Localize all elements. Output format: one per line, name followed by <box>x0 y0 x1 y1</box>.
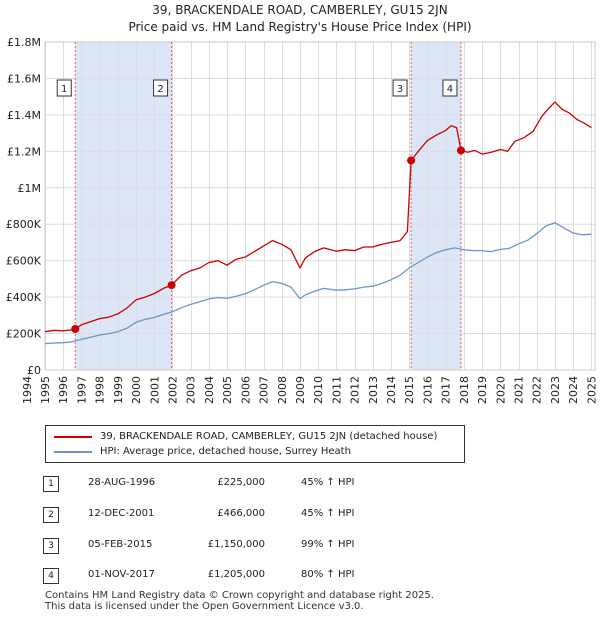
x-tick-label: 2013 <box>367 376 380 404</box>
sale-hpi-change: 45% ↑ HPI <box>301 508 355 519</box>
sale-row: 2 12-DEC-2001 £466,000 45% ↑ HPI <box>43 507 463 523</box>
x-tick-label: 1999 <box>112 376 125 404</box>
x-tick-label: 2007 <box>258 376 271 404</box>
sale-hpi-change: 80% ↑ HPI <box>301 569 355 580</box>
sale-date: 05-FEB-2015 <box>88 539 153 550</box>
sale-marker <box>71 325 80 333</box>
y-tick-label: £1M <box>18 182 42 195</box>
x-tick-label: 1995 <box>39 376 52 404</box>
sale-number-badge: 2 <box>43 507 59 523</box>
plot-border <box>44 41 596 371</box>
shaded-period <box>75 42 172 370</box>
sale-number-badge: 1 <box>43 476 59 492</box>
sale-number-badge: 4 <box>43 568 59 584</box>
y-tick-label: £1.6M <box>7 72 41 85</box>
series-line-property <box>44 101 592 333</box>
legend: 39, BRACKENDALE ROAD, CAMBERLEY, GU15 2J… <box>45 425 465 463</box>
sale-date: 28-AUG-1996 <box>88 477 156 488</box>
footer-copyright: Contains HM Land Registry data © Crown c… <box>45 590 434 601</box>
chart-title: 39, BRACKENDALE ROAD, CAMBERLEY, GU15 2J… <box>0 2 600 36</box>
x-tick-label: 2006 <box>239 376 252 404</box>
x-tick-label: 2022 <box>531 376 544 404</box>
legend-swatch-hpi <box>54 451 92 453</box>
x-tick-label: 2017 <box>440 376 453 404</box>
sale-price: £1,150,000 <box>207 539 265 550</box>
sale-marker <box>456 146 465 155</box>
legend-swatch-property <box>54 436 92 438</box>
y-tick-label: £1.8M <box>7 36 41 49</box>
x-tick-label: 2019 <box>476 376 489 404</box>
sale-price: £1,205,000 <box>207 569 265 580</box>
sale-label-box <box>56 79 72 97</box>
legend-label-property: 39, BRACKENDALE ROAD, CAMBERLEY, GU15 2J… <box>100 431 438 442</box>
y-tick-label: £200K <box>6 328 42 341</box>
sale-marker <box>167 281 176 290</box>
x-tick-label: 2025 <box>585 376 598 404</box>
y-tick-label: £600K <box>6 255 42 268</box>
title-line-2: Price paid vs. HM Land Registry's House … <box>128 20 472 34</box>
x-tick-label: 2004 <box>203 376 216 404</box>
price-chart: £0 £200K £400K £600K £800K £1M £1.2M £1.4M £1.6M… <box>6 36 599 404</box>
y-tick-label: £800K <box>6 218 42 231</box>
legend-label-hpi: HPI: Average price, detached house, Surr… <box>100 446 351 457</box>
x-tick-label: 2015 <box>403 376 416 404</box>
sale-marker <box>407 156 416 165</box>
x-tick-label: 2002 <box>166 376 179 404</box>
x-tick-label: 1994 <box>21 376 34 404</box>
sale-row: 4 01-NOV-2017 £1,205,000 80% ↑ HPI <box>43 568 463 584</box>
sale-price: £225,000 <box>217 477 265 488</box>
x-tick-label: 2005 <box>221 376 234 404</box>
x-tick-label: 2009 <box>294 376 307 404</box>
x-tick-label: 2012 <box>349 376 362 404</box>
sale-label-text: 4 <box>447 84 453 95</box>
sale-date: 12-DEC-2001 <box>88 508 155 519</box>
y-tick-label: £400K <box>6 291 42 304</box>
footer: Contains HM Land Registry data © Crown c… <box>45 590 434 612</box>
sale-label-box <box>392 79 408 97</box>
x-tick-label: 2024 <box>567 376 580 404</box>
x-tick-label: 2020 <box>494 376 507 404</box>
x-tick-label: 2021 <box>513 376 526 404</box>
footer-license: This data is licensed under the Open Gov… <box>45 601 364 612</box>
sale-label-text: 1 <box>61 84 67 95</box>
x-tick-label: 1998 <box>94 376 107 404</box>
x-tick-label: 2003 <box>185 376 198 404</box>
sale-hpi-change: 99% ↑ HPI <box>301 539 355 550</box>
y-tick-label: £1.2M <box>7 145 41 158</box>
x-tick-label: 1997 <box>75 376 88 404</box>
sale-date: 01-NOV-2017 <box>88 569 155 580</box>
x-tick-label: 2011 <box>330 376 343 404</box>
sale-price: £466,000 <box>217 508 265 519</box>
title-line-1: 39, BRACKENDALE ROAD, CAMBERLEY, GU15 2J… <box>152 3 448 17</box>
sale-label-box <box>153 79 169 97</box>
sale-row: 3 05-FEB-2015 £1,150,000 99% ↑ HPI <box>43 538 463 554</box>
x-tick-label: 2023 <box>549 376 562 404</box>
x-tick-label: 2016 <box>421 376 434 404</box>
series-line-hpi <box>44 222 592 345</box>
x-tick-label: 2014 <box>385 376 398 404</box>
x-tick-label: 2010 <box>312 376 325 404</box>
x-tick-label: 2018 <box>458 376 471 404</box>
sale-label-text: 3 <box>397 84 403 95</box>
sale-label-box <box>442 79 458 97</box>
sale-number-badge: 3 <box>43 538 59 554</box>
y-tick-label: £0 <box>27 364 41 377</box>
x-tick-label: 2000 <box>130 376 143 404</box>
x-tick-label: 2008 <box>276 376 289 404</box>
sale-row: 1 28-AUG-1996 £225,000 45% ↑ HPI <box>43 476 463 492</box>
shaded-period <box>411 42 461 370</box>
x-tick-label: 2001 <box>148 376 161 404</box>
y-tick-label: £1.4M <box>7 109 41 122</box>
sale-label-text: 2 <box>157 84 163 95</box>
sale-hpi-change: 45% ↑ HPI <box>301 477 355 488</box>
x-tick-label: 1996 <box>57 376 70 404</box>
